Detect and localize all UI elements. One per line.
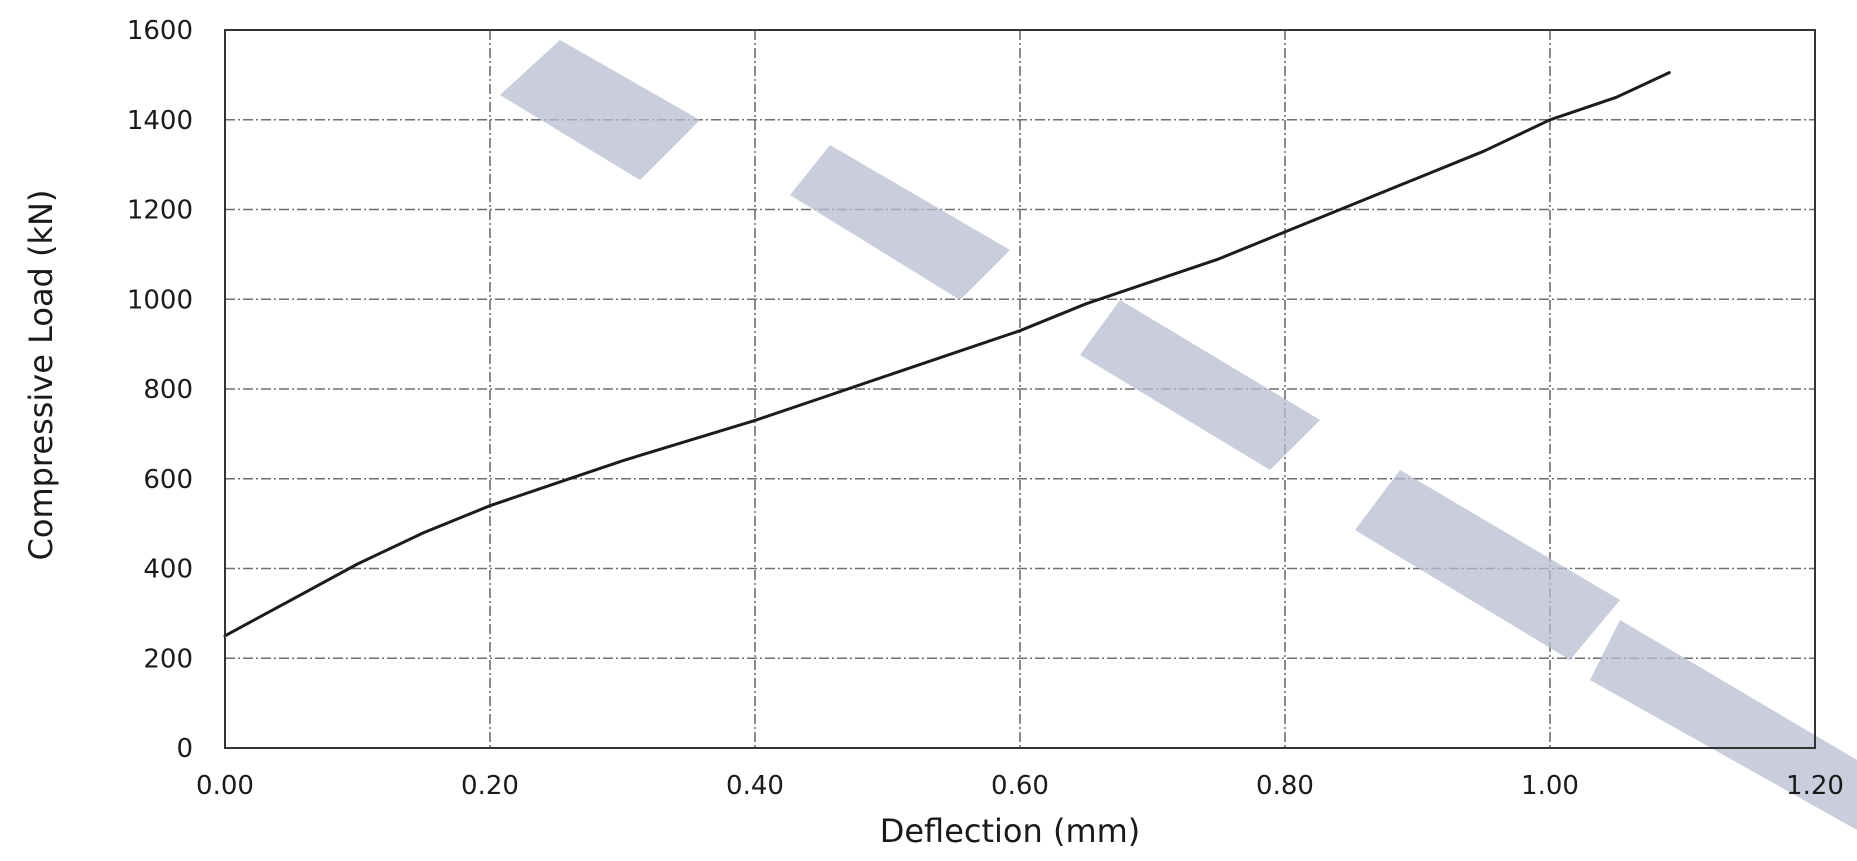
y-tick-label: 1600	[127, 16, 193, 46]
series-line-0	[223, 71, 1671, 638]
y-tick-label: 600	[143, 465, 193, 495]
y-tick-label: 0	[176, 734, 193, 764]
y-tick-label: 1000	[127, 285, 193, 315]
x-tick-label: 1.00	[1521, 771, 1579, 801]
x-tick-label: 0.00	[196, 771, 254, 801]
y-tick-label: 1200	[127, 196, 193, 226]
watermark-stroke	[1590, 620, 1857, 830]
y-axis-title: Compressive Load (kN)	[22, 190, 60, 561]
y-tick-label: 1400	[127, 106, 193, 136]
y-tick-label: 800	[143, 375, 193, 405]
axis-layer: 0 200 400 600 800 1000 1200 1400 1600 0.00 0.20 0.4…	[127, 16, 1844, 801]
x-tick-label: 0.20	[461, 771, 519, 801]
watermark-stroke	[1080, 300, 1320, 470]
series-layer	[223, 71, 1671, 638]
watermark-stroke	[500, 40, 700, 180]
watermark-stroke	[790, 145, 1010, 300]
watermark-stroke	[1355, 470, 1620, 660]
x-tick-label: 1.20	[1786, 771, 1844, 801]
watermark	[500, 40, 1857, 830]
y-tick-label: 400	[143, 555, 193, 585]
x-tick-label: 0.60	[991, 771, 1049, 801]
x-tick-label: 0.80	[1256, 771, 1314, 801]
x-tick-label: 0.40	[726, 771, 784, 801]
y-tick-label: 200	[143, 644, 193, 674]
x-axis-title: Deflection (mm)	[880, 812, 1141, 850]
